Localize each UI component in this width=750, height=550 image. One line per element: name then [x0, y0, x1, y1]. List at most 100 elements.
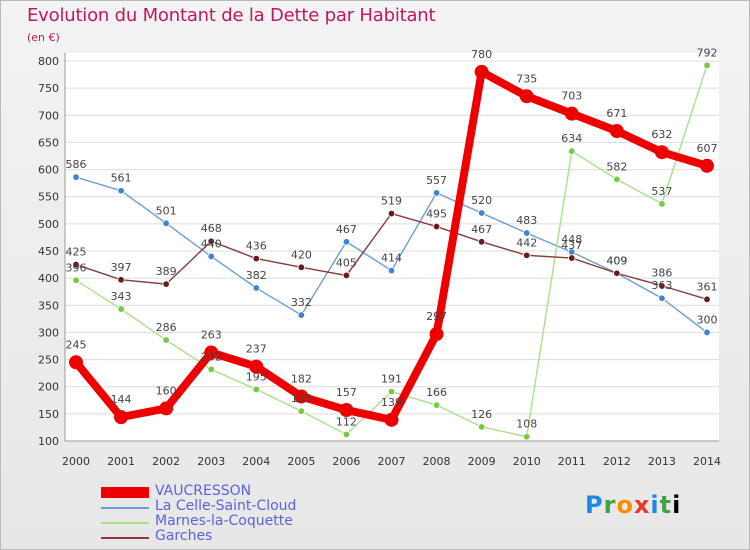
- data-point-vaucresson: [114, 410, 129, 425]
- data-point-vaucresson: [69, 355, 83, 370]
- data-label-vaucresson: 157: [336, 386, 357, 399]
- y-tick-label: 750: [38, 82, 59, 95]
- x-tick-label: 2013: [648, 455, 676, 468]
- x-tick-label: 2011: [558, 455, 586, 468]
- data-label-la-celle-saint-cloud: 363: [651, 279, 672, 292]
- y-tick-label: 400: [38, 272, 59, 285]
- legend-swatch: [101, 522, 149, 524]
- data-label-marnes-la-coquette: 582: [606, 160, 627, 173]
- data-point-garches: [658, 282, 666, 290]
- data-point-marnes-la-coquette: [297, 407, 306, 415]
- data-label-la-celle-saint-cloud: 520: [471, 194, 492, 207]
- data-point-vaucresson: [384, 412, 399, 427]
- data-label-la-celle-saint-cloud: 561: [111, 172, 132, 185]
- plot-area: [65, 53, 719, 441]
- chart-title: Evolution du Montant de la Dette par Hab…: [27, 5, 436, 26]
- legend-swatch: [101, 487, 149, 498]
- data-label-garches: 467: [471, 223, 492, 236]
- legend: VAUCRESSON La Celle-Saint-Cloud Marnes-l…: [101, 483, 361, 545]
- data-point-vaucresson: [204, 345, 219, 360]
- x-tick-label: 2007: [378, 455, 406, 468]
- data-label-marnes-la-coquette: 112: [336, 415, 357, 428]
- data-point-garches: [72, 260, 80, 269]
- legend-label: VAUCRESSON: [155, 483, 252, 499]
- legend-swatch: [101, 537, 149, 539]
- y-tick-label: 100: [38, 435, 59, 448]
- x-tick-label: 2005: [287, 455, 315, 468]
- data-label-marnes-la-coquette: 634: [561, 132, 582, 145]
- data-label-marnes-la-coquette: 108: [516, 418, 537, 431]
- data-point-garches: [117, 276, 125, 284]
- data-label-vaucresson: 139: [381, 396, 402, 409]
- data-point-garches: [297, 263, 306, 271]
- data-label-marnes-la-coquette: 155: [291, 392, 312, 405]
- data-label-la-celle-saint-cloud: 501: [156, 204, 177, 217]
- data-point-vaucresson: [654, 145, 669, 160]
- data-point-la-celle-saint-cloud: [207, 252, 215, 261]
- y-tick-label: 650: [38, 136, 59, 149]
- data-point-vaucresson: [474, 64, 489, 79]
- y-tick-label: 150: [38, 408, 59, 421]
- data-label-la-celle-saint-cloud: 448: [561, 233, 582, 246]
- data-point-la-celle-saint-cloud: [477, 209, 486, 217]
- data-point-vaucresson: [609, 124, 624, 139]
- data-point-vaucresson: [429, 327, 444, 342]
- legend-item-la-celle-saint-cloud: La Celle-Saint-Cloud: [101, 498, 361, 515]
- data-point-garches: [162, 280, 170, 288]
- y-tick-label: 350: [38, 299, 59, 312]
- data-point-garches: [252, 254, 260, 263]
- data-point-marnes-la-coquette: [613, 175, 621, 184]
- proxiti-logo: Proxiti: [585, 491, 682, 519]
- data-label-garches: 519: [381, 195, 402, 208]
- data-point-la-celle-saint-cloud: [387, 266, 396, 275]
- data-point-la-celle-saint-cloud: [658, 294, 666, 302]
- data-label-marnes-la-coquette: 126: [471, 408, 492, 421]
- data-label-garches: 420: [291, 248, 312, 261]
- data-point-marnes-la-coquette: [162, 336, 170, 344]
- data-label-vaucresson: 703: [561, 90, 582, 103]
- data-label-la-celle-saint-cloud: 483: [516, 214, 537, 227]
- legend-label: Marnes-la-Coquette: [155, 513, 293, 529]
- data-label-garches: 468: [201, 222, 222, 235]
- data-point-garches: [523, 251, 531, 260]
- data-label-garches: 397: [111, 261, 132, 274]
- data-label-la-celle-saint-cloud: 586: [66, 158, 87, 171]
- data-point-la-celle-saint-cloud: [342, 238, 351, 246]
- data-point-marnes-la-coquette: [72, 276, 80, 285]
- data-point-la-celle-saint-cloud: [523, 229, 531, 237]
- data-point-marnes-la-coquette: [477, 423, 486, 431]
- data-label-vaucresson: 245: [66, 338, 87, 351]
- data-label-la-celle-saint-cloud: 557: [426, 174, 447, 187]
- data-point-marnes-la-coquette: [117, 305, 125, 313]
- legend-item-vaucresson: VAUCRESSON: [101, 483, 361, 500]
- data-label-garches: 361: [697, 280, 718, 293]
- x-tick-label: 2008: [423, 455, 451, 468]
- chart-unit-label: (en €): [27, 31, 60, 44]
- data-point-garches: [703, 295, 711, 304]
- data-label-garches: 389: [156, 265, 177, 278]
- data-label-marnes-la-coquette: 191: [381, 373, 402, 386]
- data-point-vaucresson: [339, 403, 354, 418]
- data-point-garches: [342, 271, 351, 280]
- data-label-garches: 437: [561, 239, 582, 252]
- y-tick-label: 200: [38, 381, 59, 394]
- legend-label: La Celle-Saint-Cloud: [155, 498, 297, 514]
- data-point-marnes-la-coquette: [658, 200, 666, 208]
- data-label-garches: 386: [651, 267, 672, 280]
- data-point-garches: [207, 237, 215, 245]
- data-point-marnes-la-coquette: [252, 385, 260, 394]
- y-tick-label: 500: [38, 218, 59, 231]
- data-label-garches: 425: [66, 246, 87, 259]
- data-label-garches: 409: [606, 254, 627, 267]
- data-point-marnes-la-coquette: [342, 430, 351, 439]
- data-label-garches: 442: [516, 236, 537, 249]
- data-point-marnes-la-coquette: [568, 147, 576, 155]
- legend-swatch: [101, 507, 149, 509]
- data-label-garches: 405: [336, 256, 357, 269]
- legend-label: Garches: [155, 528, 213, 544]
- y-tick-label: 450: [38, 245, 59, 258]
- data-label-vaucresson: 144: [111, 393, 132, 406]
- data-label-vaucresson: 297: [426, 310, 447, 323]
- x-tick-label: 2003: [197, 455, 225, 468]
- x-tick-label: 2009: [468, 455, 496, 468]
